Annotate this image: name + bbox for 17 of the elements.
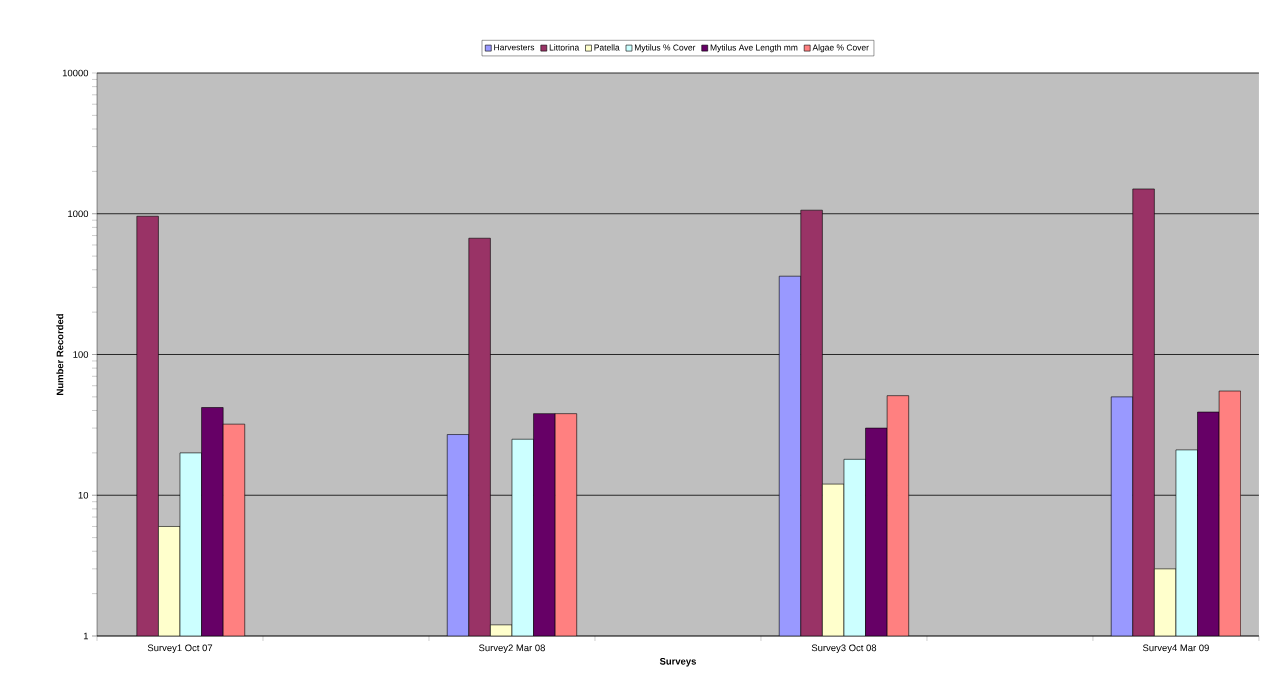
- y-tick-label: 100: [73, 351, 89, 358]
- y-tick-label: 10000: [62, 69, 89, 77]
- legend-label: Algae % Cover: [812, 44, 869, 53]
- x-tick-label: Survey2 Mar 08: [479, 644, 545, 654]
- legend-label: Mytilus Ave Length mm: [710, 44, 798, 53]
- legend-label: Mytilus % Cover: [634, 44, 696, 53]
- x-tick-label: Survey1 Oct 07: [147, 644, 213, 654]
- y-tick-label: 10: [78, 491, 89, 499]
- x-tick-label: Survey4 Mar 09: [1142, 644, 1209, 654]
- legend-label: Harvesters: [494, 44, 535, 51]
- legend-label: Littorina: [549, 44, 580, 51]
- x-axis-title: Surveys: [659, 657, 696, 667]
- y-axis-title: Number Recorded: [56, 314, 64, 395]
- y-tick-label: 1000: [68, 210, 89, 218]
- y-tick-label: 1: [83, 632, 89, 640]
- legend-label: Patella: [594, 44, 620, 51]
- x-tick-label: Survey3 Oct 08: [811, 644, 877, 654]
